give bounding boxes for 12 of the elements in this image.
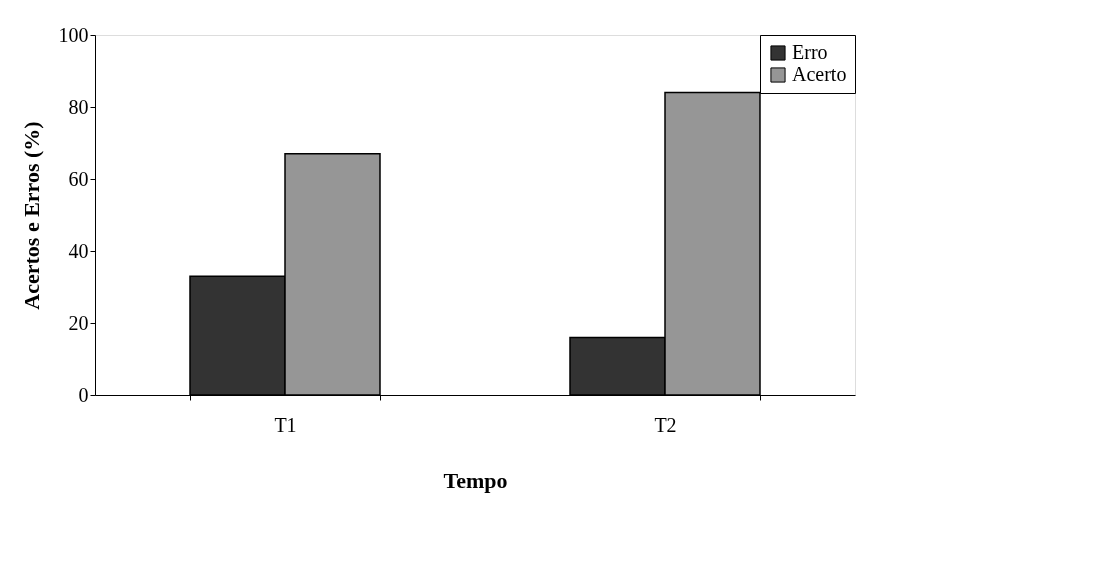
y-tick-label: 60 xyxy=(68,167,89,190)
y-tick-label: 20 xyxy=(68,311,89,334)
legend-label: Erro xyxy=(792,41,828,63)
y-axis-title: Acertos e Erros (%) xyxy=(18,121,44,310)
legend-label: Acerto xyxy=(792,63,847,85)
x-tick-label: T2 xyxy=(654,413,677,436)
y-tick-label: 40 xyxy=(68,239,89,262)
x-tick-label: T1 xyxy=(274,413,297,436)
y-tick-label: 100 xyxy=(58,23,89,46)
y-tick-label: 0 xyxy=(78,383,89,406)
y-tick-label: 80 xyxy=(68,95,89,118)
x-axis-title: Tempo xyxy=(443,467,508,493)
